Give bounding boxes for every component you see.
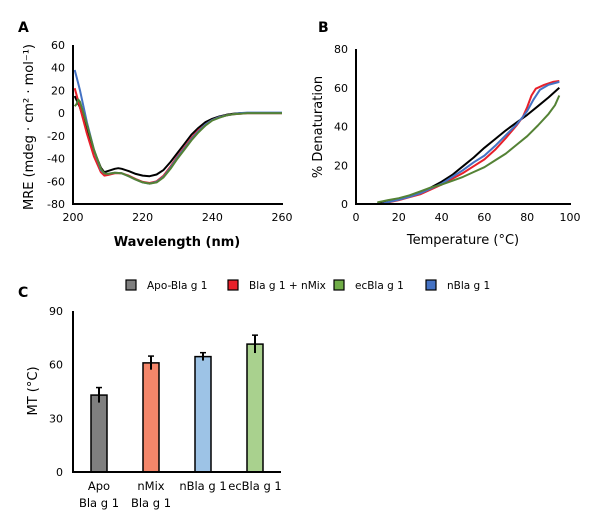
- y-tick-label: 30: [49, 412, 63, 425]
- x-tick-label: 260: [272, 211, 293, 224]
- panel-a-y-ticks: 60 40 20 0 -20 -40 -60 -80: [47, 39, 65, 211]
- category-label: ecBla g 1: [228, 479, 281, 493]
- panel-b-x-ticks: 0 20 40 60 80 100: [353, 211, 581, 224]
- panel-b: B 80 60 40 20 0 0 20 40 60 80 100 Temperature (°C…: [311, 20, 581, 248]
- panel-c: C Apo-Bla g 1 Bla g 1 + nMix ecBla g 1 nBla…: [18, 279, 490, 510]
- legend-item-bla-g-1-nmix: Bla g 1 + nMix: [227, 279, 326, 292]
- series-line-nbla-g-1: [73, 69, 282, 185]
- series-line-apo-bla-g-1: [73, 95, 282, 178]
- y-tick-label: 60: [334, 82, 348, 95]
- legend-swatch: [227, 279, 239, 291]
- panel-b-series: [377, 80, 561, 205]
- legend-label: nBla g 1: [447, 280, 490, 292]
- series-line-ecbla-g-1: [377, 95, 561, 204]
- y-tick-label: 20: [334, 159, 348, 172]
- x-tick-label: 100: [560, 211, 581, 224]
- panel-c-y-ticks: 90 60 30 0: [49, 305, 63, 479]
- panel-a-series: [73, 69, 282, 185]
- panel-c-letter: C: [18, 285, 28, 301]
- y-tick-label: 40: [51, 62, 65, 75]
- x-tick-label: 60: [477, 211, 491, 224]
- y-tick-label: -60: [47, 175, 65, 188]
- y-tick-label: 20: [51, 84, 65, 97]
- panel-a-y-label: MRE (mdeg · cm² · mol⁻¹): [22, 44, 37, 210]
- x-tick-label: 200: [63, 211, 84, 224]
- x-tick-label: 220: [132, 211, 153, 224]
- series-line-apo-bla-g-1: [377, 87, 560, 204]
- legend-swatch: [333, 279, 345, 291]
- bar-ecbla-g-1: [246, 343, 264, 473]
- y-tick-label: 80: [334, 43, 348, 56]
- y-tick-label: 0: [56, 466, 63, 479]
- x-tick-label: 0: [353, 211, 360, 224]
- panel-b-x-label: Temperature (°C): [406, 233, 519, 248]
- y-tick-label: 90: [49, 305, 63, 318]
- legend-swatch: [125, 279, 137, 291]
- panel-a-x-ticks: 200 220 240 260: [63, 211, 293, 224]
- legend-label: Apo-Bla g 1: [147, 280, 207, 292]
- legend-swatch: [425, 279, 437, 291]
- legend-label: Bla g 1 + nMix: [249, 280, 326, 292]
- y-tick-label: -20: [47, 130, 65, 143]
- y-tick-label: -80: [47, 198, 65, 211]
- panel-b-letter: B: [318, 20, 329, 36]
- category-label: nBla g 1: [179, 479, 226, 493]
- series-line-ecbla-g-1: [73, 98, 282, 185]
- x-tick-label: 20: [392, 211, 406, 224]
- bar-apo: [90, 394, 108, 473]
- panel-c-legend: Apo-Bla g 1 Bla g 1 + nMix ecBla g 1 nBla g…: [125, 279, 490, 292]
- bar-nmix: [142, 362, 160, 473]
- y-tick-label: 0: [341, 198, 348, 211]
- series-line-nbla-g-1: [381, 80, 560, 205]
- panel-c-bars: [90, 334, 264, 473]
- legend-label: ecBla g 1: [355, 280, 404, 292]
- bar-nbla-g-1: [194, 355, 212, 473]
- x-tick-label: 40: [435, 211, 449, 224]
- x-tick-label: 240: [202, 211, 223, 224]
- category-label-line2: Bla g 1: [79, 496, 119, 510]
- category-label-line2: Bla g 1: [131, 496, 171, 510]
- legend-item-nbla-g-1: nBla g 1: [425, 279, 490, 292]
- panel-a-x-label: Wavelength (nm): [114, 235, 240, 250]
- panel-c-y-label: MT (°C): [26, 366, 41, 415]
- panel-b-y-label: % Denaturation: [311, 76, 326, 178]
- y-tick-label: 60: [49, 359, 63, 372]
- y-tick-label: 0: [58, 107, 65, 120]
- x-tick-label: 80: [520, 211, 534, 224]
- category-label: nMix: [137, 479, 164, 493]
- category-label: Apo: [88, 479, 110, 493]
- series-line-bla-g-1-nmix: [73, 87, 282, 184]
- legend-item-apo-bla-g-1: Apo-Bla g 1: [125, 279, 207, 292]
- panel-c-categories: Apo Bla g 1 nMix Bla g 1 nBla g 1 ecBla g 1: [79, 479, 282, 510]
- y-tick-label: 40: [334, 121, 348, 134]
- legend-item-ecbla-g-1: ecBla g 1: [333, 279, 404, 292]
- panel-b-y-ticks: 80 60 40 20 0: [334, 43, 348, 211]
- y-tick-label: -40: [47, 153, 65, 166]
- y-tick-label: 60: [51, 39, 65, 52]
- panel-a-letter: A: [18, 20, 29, 36]
